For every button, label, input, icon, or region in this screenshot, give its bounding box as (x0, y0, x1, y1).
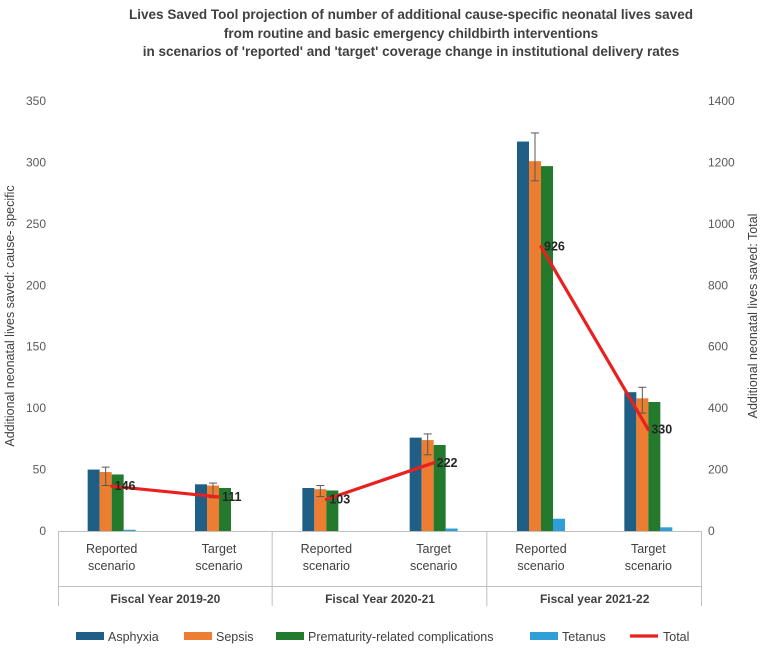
x-category-label: scenario (303, 559, 350, 573)
bar-prematurityrelated (648, 402, 661, 531)
bar-prematurityrelated (433, 445, 446, 531)
bar-asphyxia (409, 437, 422, 531)
bar-tetanus (123, 529, 136, 531)
bar-sepsis (636, 398, 649, 531)
y2-tick-label: 400 (708, 401, 728, 415)
x-category-label: Target (416, 542, 451, 556)
y-tick-label: 250 (26, 217, 46, 231)
legend-label: Total (663, 630, 689, 644)
bar-asphyxia (517, 141, 529, 532)
x-group-label: Fiscal Year 2020-21 (325, 592, 435, 606)
x-category-label: Reported (515, 542, 566, 556)
bar-asphyxia (87, 469, 100, 531)
y-tick-label: 50 (33, 463, 47, 477)
bar-prematurityrelated (219, 488, 231, 531)
bar-asphyxia (302, 488, 315, 531)
y-tick-label: 300 (26, 155, 46, 169)
x-category-label: Target (202, 542, 237, 556)
x-category-label: scenario (88, 559, 135, 573)
bar-sepsis (99, 472, 112, 531)
total-data-label: 103 (329, 492, 350, 506)
bar-tetanus (445, 528, 458, 531)
legend-label: Sepsis (216, 630, 254, 644)
y-tick-label: 100 (26, 401, 46, 415)
legend-swatch (530, 632, 558, 640)
y-tick-label: 0 (39, 524, 46, 538)
x-category-label: scenario (625, 559, 672, 573)
bar-prematurityrelated (326, 490, 339, 531)
y2-tick-label: 1400 (708, 94, 735, 108)
x-category-label: Reported (301, 542, 352, 556)
y2-tick-label: 600 (708, 340, 728, 354)
legend-label: Tetanus (562, 630, 606, 644)
chart-title: Lives Saved Tool projection of number of… (60, 6, 762, 62)
total-line (110, 484, 221, 499)
total-data-label: 926 (544, 240, 565, 254)
y2-tick-label: 0 (708, 524, 715, 538)
legend-swatch (76, 632, 104, 640)
bar-sepsis (314, 489, 327, 531)
y-axis-title: Additional neonatal lives saved: cause- … (3, 185, 17, 446)
bar-tetanus (660, 527, 673, 531)
x-category-label: Target (631, 542, 666, 556)
title-line-2: from routine and basic emergency childbi… (223, 25, 599, 41)
bar-asphyxia (195, 484, 207, 531)
x-group-label: Fiscal year 2021-22 (540, 592, 650, 606)
total-line (539, 244, 650, 432)
y2-tick-label: 800 (708, 278, 728, 292)
legend-swatch (184, 632, 212, 640)
bar-sepsis (529, 161, 541, 531)
x-category-label: scenario (517, 559, 564, 573)
bar-asphyxia (624, 392, 637, 531)
y2-tick-label: 200 (708, 463, 728, 477)
y2-tick-label: 1000 (708, 217, 735, 231)
x-group-label: Fiscal Year 2019-20 (110, 592, 220, 606)
bar-tetanus (553, 518, 565, 531)
total-line (324, 461, 436, 501)
y2-tick-label: 1200 (708, 155, 735, 169)
y-tick-label: 200 (26, 278, 46, 292)
title-line-1: Lives Saved Tool projection of number of… (129, 7, 693, 22)
y-tick-label: 350 (26, 94, 46, 108)
y-tick-label: 150 (26, 340, 46, 354)
y2-axis-title: Additional neonatal lives saved: Total (746, 214, 760, 419)
title-line-3: in scenarios of 'reported' and 'target' … (142, 44, 680, 59)
total-data-label: 330 (651, 423, 672, 437)
legend-swatch (276, 632, 304, 640)
x-category-label: scenario (195, 559, 242, 573)
legend-label: Prematurity-related complications (308, 630, 494, 644)
x-category-label: scenario (410, 559, 457, 573)
total-data-label: 222 (437, 456, 458, 470)
total-data-label: 146 (115, 479, 136, 493)
total-data-label: 111 (222, 490, 242, 504)
legend-label: Asphyxia (108, 630, 159, 644)
bar-prematurityrelated (541, 166, 553, 531)
x-category-label: Reported (86, 542, 137, 556)
